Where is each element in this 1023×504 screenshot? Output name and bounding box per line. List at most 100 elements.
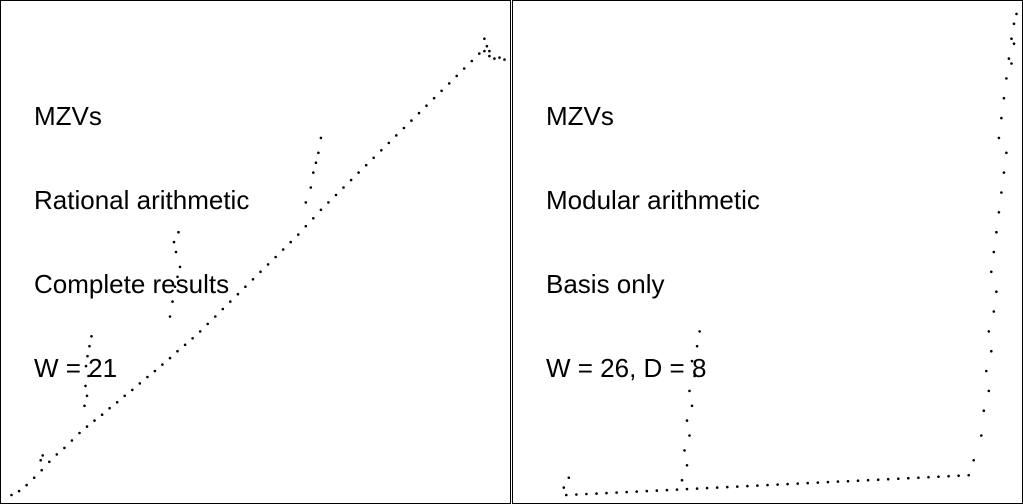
data-point: [178, 265, 182, 269]
data-point: [695, 487, 699, 490]
data-point: [447, 82, 451, 85]
data-point: [297, 233, 300, 236]
data-points: [10, 37, 506, 497]
data-point: [146, 375, 149, 379]
data-point: [776, 483, 779, 486]
data-point: [826, 480, 830, 484]
data-point: [967, 473, 970, 477]
data-point: [281, 248, 285, 251]
data-point: [168, 356, 172, 360]
chart-panel-right: MZVs Modular arithmetic Basis only W = 2…: [512, 0, 1023, 504]
data-point: [100, 413, 104, 417]
data-point: [786, 482, 789, 486]
data-point: [665, 488, 669, 492]
data-point: [917, 476, 920, 480]
data-point: [251, 278, 255, 281]
data-point: [567, 476, 571, 480]
data-point: [1002, 96, 1006, 100]
data-point: [685, 487, 689, 491]
data-point: [357, 171, 360, 174]
caption-line-1: MZVs: [546, 101, 614, 131]
data-point: [886, 477, 890, 481]
data-point: [319, 136, 323, 140]
data-point: [462, 67, 466, 70]
data-point: [417, 111, 421, 115]
data-point: [304, 201, 308, 204]
data-point: [990, 270, 993, 274]
data-point: [575, 493, 578, 496]
data-point: [327, 201, 330, 204]
data-point: [402, 126, 406, 130]
data-point: [655, 489, 659, 492]
data-point: [1005, 77, 1008, 80]
data-point: [1007, 57, 1011, 60]
data-point: [32, 476, 36, 480]
data-point: [625, 490, 628, 494]
data-point: [410, 119, 413, 122]
data-point: [995, 290, 998, 294]
data-point: [605, 491, 608, 495]
data-point: [108, 406, 111, 410]
data-point: [987, 330, 991, 333]
data-point: [372, 156, 376, 160]
data-point: [796, 482, 799, 485]
data-point: [334, 193, 338, 197]
data-point: [488, 54, 491, 58]
data-point: [39, 459, 42, 462]
data-point: [289, 240, 293, 244]
data-point: [349, 178, 353, 182]
data-point: [1000, 191, 1003, 194]
data-point: [206, 322, 209, 326]
data-point: [866, 478, 870, 482]
data-point: [153, 369, 157, 373]
data-point: [698, 330, 701, 333]
caption-line-3: Basis only: [546, 269, 665, 299]
data-point: [876, 478, 880, 482]
caption-line-3: Complete results: [34, 269, 230, 299]
caption-line-1: MZVs: [34, 101, 102, 131]
data-point: [84, 364, 88, 368]
data-point: [259, 270, 262, 274]
data-point: [615, 491, 618, 494]
data-point: [274, 255, 277, 259]
data-point: [176, 275, 179, 279]
data-point: [498, 56, 501, 59]
data-point: [693, 374, 696, 378]
data-point: [25, 483, 28, 487]
data-point: [1002, 171, 1006, 174]
data-point: [503, 58, 506, 61]
caption-line-4: W = 26, D = 8: [546, 353, 707, 383]
chart-caption: MZVs Modular arithmetic Basis only W = 2…: [546, 46, 760, 438]
data-point: [395, 134, 398, 137]
data-point: [425, 104, 428, 107]
data-point: [214, 315, 217, 318]
data-point: [183, 343, 187, 347]
data-point: [161, 363, 164, 366]
data-point: [304, 224, 308, 228]
data-point: [635, 490, 638, 493]
data-point: [897, 477, 900, 481]
data-point: [1012, 42, 1016, 45]
data-point: [84, 384, 87, 388]
data-point: [690, 359, 694, 363]
data-point: [1012, 22, 1016, 26]
data-point: [756, 484, 759, 487]
data-point: [927, 475, 930, 479]
data-point: [432, 96, 436, 100]
data-point: [688, 434, 691, 437]
data-point: [309, 186, 313, 189]
data-point: [85, 425, 89, 428]
chart-panel-left: MZVs Rational arithmetic Complete result…: [0, 0, 511, 504]
data-point: [191, 337, 194, 340]
data-point: [690, 404, 694, 408]
data-point: [93, 419, 96, 422]
data-point: [78, 431, 81, 435]
data-point: [470, 59, 474, 63]
data-point: [266, 263, 270, 266]
data-point: [856, 479, 860, 483]
data-point: [766, 483, 769, 487]
data-point: [478, 52, 481, 55]
data-point: [715, 486, 719, 489]
data-point: [172, 240, 176, 244]
data-point: [947, 474, 950, 478]
